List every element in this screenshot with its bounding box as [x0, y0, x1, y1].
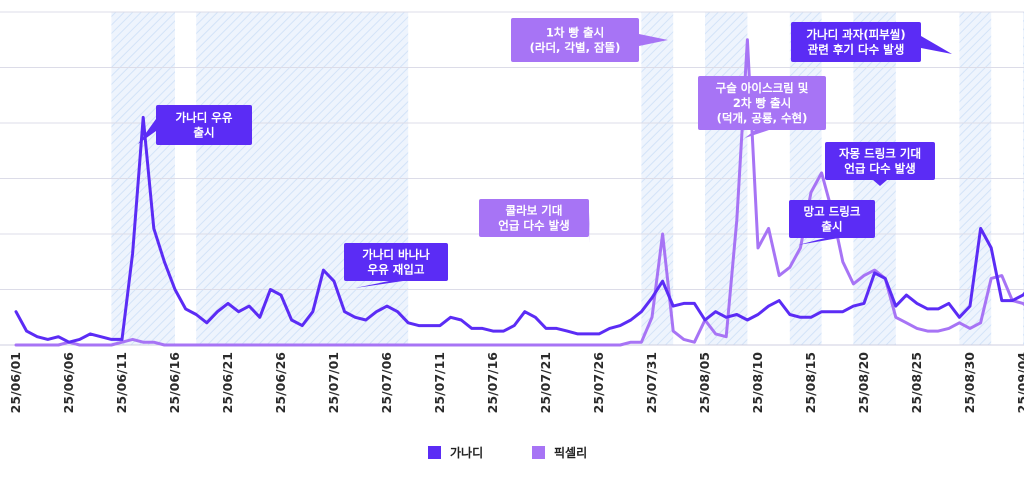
annotation-box [698, 76, 826, 130]
annotation-label: 출시 [193, 126, 214, 140]
annotation-label: 1차 빵 출시 [546, 26, 604, 40]
x-tick-label: 25/07/06 [379, 352, 394, 414]
x-tick-label: 25/09/04 [1015, 352, 1024, 414]
legend-label: 픽셀리 [554, 445, 587, 460]
annotation-label: 출시 [821, 220, 842, 234]
x-tick-label: 25/07/21 [538, 352, 553, 413]
annotation-callout: 1차 빵 출시(라더, 각별, 잠뜰) [511, 18, 668, 62]
legend: 가나디 픽셀리 [428, 445, 587, 460]
annotation-pointer [355, 281, 403, 288]
annotation-label: 콜라보 기대 [506, 204, 563, 218]
annotation-label: 가나디 바나나 [362, 248, 430, 262]
annotation-callout: 가나디 과자(피부씰)관련 후기 다수 발생 [791, 22, 952, 62]
annotation-label: 망고 드링크 [804, 205, 861, 219]
annotation-label: 언급 다수 발생 [498, 219, 570, 233]
annotation-pointer [138, 119, 156, 144]
annotation-box [789, 200, 875, 238]
x-tick-label: 25/06/16 [167, 352, 182, 414]
x-tick-label: 25/07/26 [591, 352, 606, 414]
series-line [14, 38, 1024, 347]
x-tick-label: 25/08/30 [962, 352, 977, 414]
annotation-box [825, 142, 935, 180]
x-tick-label: 25/07/31 [644, 352, 659, 413]
x-tick-label: 25/07/16 [485, 352, 500, 414]
annotation-label: (라더, 각별, 잠뜰) [530, 41, 621, 55]
x-tick-label: 25/08/20 [856, 352, 871, 414]
annotation-box [156, 105, 252, 145]
annotation-box [479, 199, 589, 237]
x-tick-label: 25/06/11 [114, 352, 129, 413]
annotation-label: 관련 후기 다수 발생 [808, 43, 905, 57]
annotation-pointer [873, 180, 887, 186]
legend-label: 가나디 [450, 445, 483, 460]
annotation-label: 가나디 과자(피부씰) [806, 28, 905, 42]
annotation-box [511, 18, 639, 62]
x-tick-label: 25/07/11 [432, 352, 447, 413]
annotation-label: 자몽 드링크 기대 [839, 147, 921, 161]
legend-swatch [428, 446, 441, 459]
annotation-label: (덕개, 공룡, 수현) [717, 111, 808, 125]
x-tick-label: 25/06/06 [61, 352, 76, 414]
annotation-callout: 구슬 아이스크림 및2차 빵 출시(덕개, 공룡, 수현) [698, 76, 826, 138]
series-line [14, 115, 1024, 344]
annotation-pointer [798, 238, 839, 245]
annotation-box [791, 22, 921, 62]
x-axis: 25/06/01 25/06/06 25/06/11 25/06/16 25/06/21… [8, 352, 1024, 414]
annotation-label: 우유 재입고 [368, 263, 425, 277]
annotation-pointer [921, 36, 952, 54]
legend-swatch [532, 446, 545, 459]
annotation-label: 언급 다수 발생 [844, 162, 916, 176]
annotation-pointer [639, 34, 668, 46]
x-tick-label: 25/07/01 [326, 352, 341, 413]
annotation-pointer [589, 212, 590, 243]
x-tick-label: 25/06/01 [8, 352, 23, 413]
series-lines [14, 38, 1024, 347]
annotation-label: 구슬 아이스크림 및 [716, 81, 809, 95]
annotation-label: 가나디 우유 [176, 111, 233, 125]
annotation-label: 2차 빵 출시 [733, 96, 791, 110]
x-tick-label: 25/08/10 [750, 352, 765, 414]
x-tick-label: 25/08/15 [803, 352, 818, 413]
annotation-pointer [745, 130, 769, 138]
x-tick-label: 25/06/21 [220, 352, 235, 413]
annotation-box [344, 243, 448, 281]
x-tick-label: 25/06/26 [273, 352, 288, 414]
x-tick-label: 25/08/05 [697, 352, 712, 413]
x-tick-label: 25/08/25 [909, 352, 924, 413]
